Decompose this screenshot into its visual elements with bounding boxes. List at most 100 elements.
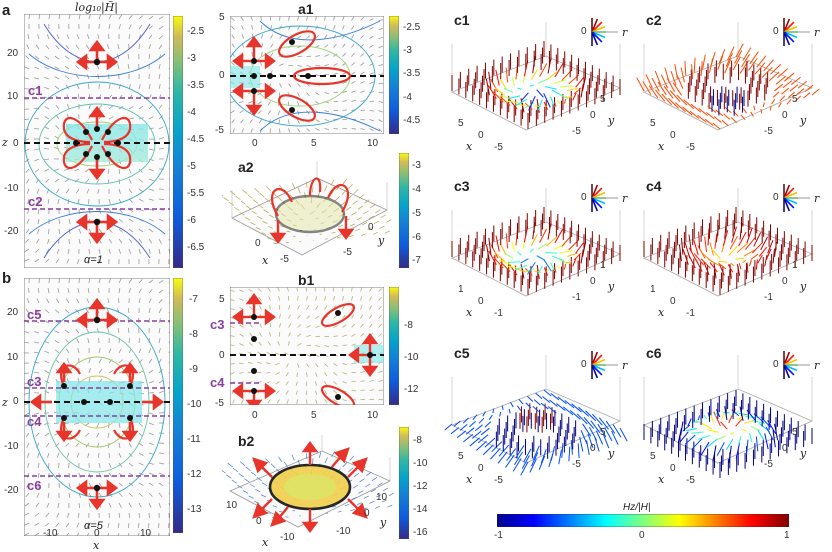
panel-b2-3d-plot [222,435,394,539]
c3-xtick-2: -1 [494,308,503,319]
c5-xtick-1: 0 [478,463,484,474]
c4-xtick-2: -1 [686,308,695,319]
b1-cb-tick: -12 [404,384,418,395]
c3-y-label: y [608,280,614,293]
b1-cut-label-c3: c3 [210,317,224,332]
a2-cb-tick: -6 [412,232,421,243]
c2-key-zero: 0 [773,26,779,37]
b2-xtick-0: 0 [256,516,262,527]
c4-ytick-1: 0 [782,276,788,287]
c4-xtick-1: 0 [670,296,676,307]
b-cb-tick: -8 [189,329,198,340]
c2-ytick-0: 5 [792,94,798,105]
a1-xtick-5: 5 [311,138,317,149]
c5-ytick-1: 0 [590,443,596,454]
panel-a-field-plot [24,14,170,268]
hz-tick-m1: -1 [494,530,503,541]
panel-b-field-plot [24,278,170,536]
b-ytick-0: 0 [13,396,19,407]
b2-x-label: x [262,536,268,549]
a-cb-tick: -5 [187,161,196,172]
b2-colorbar [399,427,409,539]
c4-ytick-0: 1 [792,260,798,271]
c5-key-r: r [622,359,627,372]
c2-ytick-1: 0 [782,110,788,121]
b-ytick-m20: -20 [4,485,18,496]
b2-y-label: y [380,516,386,529]
cut-label-c6: c6 [27,478,41,493]
c1-y-label: y [608,114,614,127]
b2-ytick-0: 0 [364,508,370,519]
b-xtick-10: 10 [140,528,151,539]
cut-label-c1: c1 [28,83,42,98]
c5-xtick-2: -5 [494,475,503,486]
a-cb-tick: -6 [187,215,196,226]
hz-colorbar [497,514,789,527]
c6-key-r: r [814,359,819,372]
c1-ytick-1: 0 [590,110,596,121]
c6-ytick-2: -5 [764,459,773,470]
b1-colorbar [389,287,399,405]
c4-ytick-2: -1 [764,292,773,303]
a-cb-tick: -5.5 [187,188,204,199]
a2-ytick-m5: -5 [343,247,352,258]
a1-cb-tick: -3.5 [403,68,420,79]
a1-ytick-0: 0 [219,70,225,81]
c4-y-label: y [800,280,806,293]
b-cb-tick: -9 [189,364,198,375]
panel-a1-field-plot [230,16,384,134]
b-xtick-m10: -10 [43,528,57,539]
a-z-axis-label: z [2,136,8,149]
b1-xtick-10: 10 [367,410,378,421]
panel-label-a1: a1 [298,1,314,17]
a2-cb-tick: -4 [412,184,421,195]
a2-x-label: x [262,254,268,267]
a2-cb-tick: -7 [412,255,421,266]
c5-ytick-2: -5 [572,459,581,470]
a2-ytick-0: 0 [368,222,374,233]
c1-ytick-0: 5 [600,94,606,105]
b1-xtick-5: 5 [311,410,317,421]
c1-ytick-2: -5 [572,126,581,137]
a-ytick-m10: -10 [4,183,18,194]
a2-cb-tick: -3 [412,160,421,171]
b1-xtick-0: 0 [252,410,258,421]
b1-ytick-5: 5 [219,294,225,305]
hz-tick-1: 1 [784,530,790,541]
c3-xtick-1: 0 [478,296,484,307]
c3-key-r: r [622,192,627,205]
c2-xtick-1: 0 [670,130,676,141]
c4-key-zero: 0 [773,192,779,203]
hz-tick-0: 0 [639,530,645,541]
c6-xtick-2: -5 [686,475,695,486]
c5-xtick-0: 5 [458,451,464,462]
c5-ytick-0: 5 [600,427,606,438]
b2-cb-tick: -14 [413,504,427,515]
b2-cb-tick: -8 [413,435,422,446]
c5-y-label: y [608,447,614,460]
c6-xtick-1: 0 [670,463,676,474]
a-cb-tick: -6.5 [187,242,204,253]
a-cb-tick: -4.5 [187,134,204,145]
cut-label-c2: c2 [28,194,42,209]
b2-xtick-m10: -10 [280,532,294,543]
a-cb-tick: -3.5 [187,80,204,91]
a-cb-tick: -3 [187,53,196,64]
c1-key-r: r [622,26,627,39]
c6-ytick-0: 5 [792,427,798,438]
b2-cb-tick: -12 [413,481,427,492]
c2-xtick-2: -5 [686,142,695,153]
a1-ytick-5: 5 [219,12,225,23]
c3-xtick-0: 1 [458,284,464,295]
a-colorbar [173,16,183,268]
b-alpha-label: α=5 [84,520,103,532]
c6-xtick-0: 5 [650,451,656,462]
b1-ytick-m5: -5 [215,398,224,409]
b-cb-tick: -13 [187,504,201,515]
panel-label-a: a [2,2,10,19]
c3-ytick-0: 1 [600,260,606,271]
a-cb-tick: -2.5 [187,26,204,37]
a2-y-label: y [378,234,384,247]
b-x-axis-label: x [93,539,99,552]
b1-cb-tick: -8 [404,320,413,331]
